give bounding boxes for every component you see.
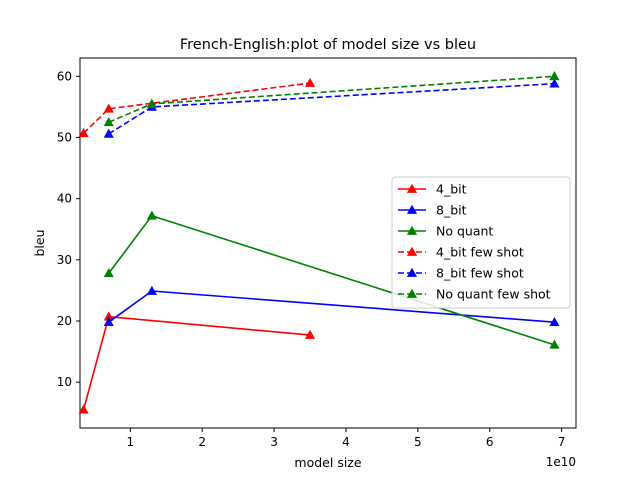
data-point (549, 71, 560, 81)
legend-marker (406, 246, 418, 256)
data-point (549, 78, 560, 88)
legend-box (391, 176, 571, 309)
legend-label: No quant (436, 224, 493, 239)
y-tick-label: 40 (57, 192, 72, 206)
x-tick-label: 3 (270, 435, 278, 449)
series-8-bit (103, 285, 560, 327)
x-tick-label: 5 (414, 435, 422, 449)
x-tick-label: 1 (126, 435, 134, 449)
series-4-bit-few-shot (78, 77, 316, 138)
x-tick-label: 7 (558, 435, 566, 449)
series-layer (78, 71, 560, 414)
data-point (103, 268, 114, 278)
legend-marker (406, 267, 418, 277)
x-axis-offset-label: 1e10 (546, 455, 576, 469)
series-no-quant-few-shot (103, 71, 560, 127)
data-point (146, 210, 157, 220)
legend-item: 8_bit few shot (398, 266, 524, 281)
legend: 4_bit 8_bit No quant 4_bit few shot 8_bit fe… (391, 176, 571, 309)
data-point (103, 128, 114, 138)
chart-title: French-English:plot of model size vs ble… (180, 37, 476, 53)
y-axis-label: bleu (32, 229, 47, 256)
legend-label: No quant few shot (436, 287, 551, 302)
data-point (103, 116, 114, 127)
axes-frame (79, 57, 577, 429)
data-point (78, 127, 89, 138)
y-tick-label: 50 (57, 131, 72, 145)
series-4-bit (78, 311, 316, 414)
series-line (83, 82, 311, 134)
data-point (103, 103, 114, 113)
legend-label: 8_bit (436, 203, 467, 218)
data-point (304, 329, 316, 339)
y-tick-label: 60 (57, 69, 72, 83)
legend-item: 4_bit few shot (398, 245, 524, 260)
x-axis-label: model size (294, 455, 361, 470)
data-point (549, 339, 560, 349)
legend-label: 4_bit (436, 182, 467, 197)
legend-marker (406, 288, 418, 298)
legend-marker (406, 225, 418, 235)
legend-item: 8_bit (398, 203, 467, 218)
plot-area: 1 2 3 4 5 6 7 10 20 30 40 50 60 (57, 57, 577, 449)
legend-marker (406, 183, 418, 193)
legend-label: 4_bit few shot (436, 245, 524, 260)
data-point (78, 404, 89, 414)
x-axis-ticks: 1 2 3 4 5 6 7 (126, 428, 565, 449)
data-point (146, 98, 157, 108)
x-tick-label: 6 (486, 435, 494, 449)
legend-item: No quant (398, 224, 493, 239)
data-point (146, 285, 157, 295)
y-axis-ticks: 10 20 30 40 50 60 (57, 69, 80, 389)
y-tick-label: 30 (57, 253, 72, 267)
legend-marker (406, 204, 418, 214)
legend-items: 4_bit 8_bit No quant 4_bit few shot 8_bit fe… (398, 182, 551, 302)
legend-item: 4_bit (398, 182, 467, 197)
x-tick-label: 2 (198, 435, 206, 449)
data-point (103, 316, 114, 327)
x-tick-label: 4 (342, 435, 350, 449)
data-point (304, 77, 316, 87)
data-point (549, 316, 560, 327)
y-tick-label: 10 (57, 375, 72, 389)
legend-label: 8_bit few shot (436, 266, 524, 281)
y-tick-label: 20 (57, 314, 72, 328)
legend-item: No quant few shot (398, 287, 551, 302)
